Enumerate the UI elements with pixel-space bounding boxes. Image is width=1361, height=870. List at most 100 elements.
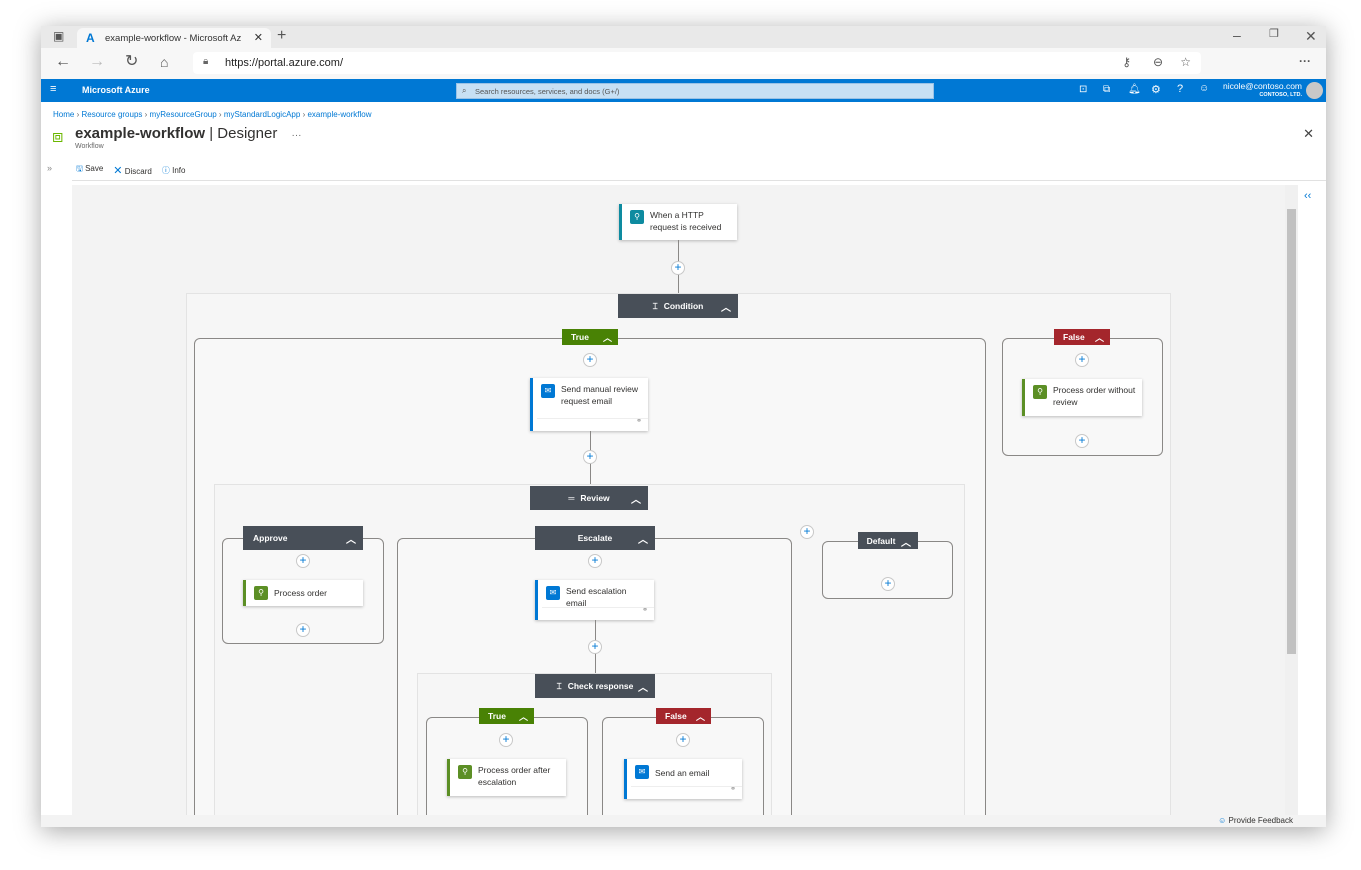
- home-icon[interactable]: ⌂: [160, 54, 169, 70]
- settings-icon[interactable]: ⚙: [1151, 84, 1161, 96]
- approve-title: Approve: [253, 533, 288, 543]
- add-step-button[interactable]: +: [296, 554, 310, 568]
- divider: [72, 180, 1326, 181]
- breadcrumb-resource-group[interactable]: myResourceGroup: [149, 110, 217, 119]
- collapse-icon[interactable]: ︿: [695, 712, 705, 722]
- expand-menu-icon[interactable]: »: [47, 163, 53, 173]
- search-input[interactable]: ⌕ Search resources, services, and docs (…: [456, 83, 934, 99]
- add-step-button[interactable]: +: [499, 733, 513, 747]
- process-order-without-review-card[interactable]: ⚲ Process order without review: [1022, 379, 1142, 416]
- check-response-header[interactable]: ⌶ Check response ︿: [535, 674, 655, 698]
- menu-icon[interactable]: ≡: [50, 83, 57, 95]
- zoom-icon[interactable]: ⊖: [1152, 55, 1163, 69]
- brand[interactable]: Microsoft Azure: [82, 85, 150, 95]
- add-step-button[interactable]: +: [881, 577, 895, 591]
- condition-icon: ⌶: [556, 680, 562, 691]
- check-true-label[interactable]: True ︿: [479, 708, 534, 724]
- add-step-button[interactable]: +: [296, 623, 310, 637]
- breadcrumb-resource-groups[interactable]: Resource groups: [81, 110, 143, 119]
- check-false-label[interactable]: False ︿: [656, 708, 711, 724]
- review-switch-header[interactable]: ═ Review ︿: [530, 486, 648, 510]
- default-title: Default: [866, 535, 896, 546]
- url-field[interactable]: 🔒︎ https://portal.azure.com/ ⚷ ⊖ ☆: [193, 52, 1201, 74]
- avatar[interactable]: [1306, 82, 1323, 99]
- collapse-icon[interactable]: ︿: [1094, 333, 1104, 343]
- collapse-icon[interactable]: ︿: [721, 303, 731, 314]
- breadcrumb-home[interactable]: Home: [53, 110, 75, 119]
- tab-strip: ▣ A example-workflow - Microsoft Az ✕ + …: [41, 26, 1326, 48]
- outlook-icon: ✉: [541, 384, 555, 398]
- close-window-icon[interactable]: ✕: [1305, 28, 1317, 44]
- cloud-shell-icon[interactable]: ⊡: [1079, 84, 1088, 95]
- browser-tab[interactable]: A example-workflow - Microsoft Az ✕: [77, 28, 271, 48]
- directory-icon[interactable]: ⧉: [1103, 84, 1111, 95]
- send-manual-review-card[interactable]: ✉ Send manual review request email ⚭: [530, 378, 648, 431]
- false-label[interactable]: False ︿: [1054, 329, 1110, 345]
- save-button[interactable]: 🖫 Save: [76, 163, 103, 177]
- collapse-icon[interactable]: ︿: [638, 535, 648, 546]
- add-step-button[interactable]: +: [671, 261, 685, 275]
- collapse-panel-icon[interactable]: ‹‹: [1304, 190, 1312, 202]
- key-icon[interactable]: ⚷: [1122, 55, 1131, 69]
- collapse-icon[interactable]: ︿: [901, 538, 911, 549]
- add-step-button[interactable]: +: [583, 450, 597, 464]
- trigger-card[interactable]: ⚲ When a HTTP request is received: [619, 204, 737, 240]
- tab-actions-icon[interactable]: ▣: [53, 29, 65, 43]
- discard-icon: ✕: [113, 164, 123, 177]
- breadcrumb-logic-app[interactable]: myStandardLogicApp: [223, 110, 301, 119]
- close-blade-icon[interactable]: ✕: [1303, 126, 1314, 141]
- refresh-icon[interactable]: ↻: [125, 53, 139, 70]
- azure-header: ≡ Microsoft Azure ⌕ Search resources, se…: [41, 79, 1326, 102]
- more-icon[interactable]: ···: [1299, 54, 1311, 68]
- outlook-icon: ✉: [546, 586, 560, 600]
- add-case-button[interactable]: +: [800, 525, 814, 539]
- true-text: True: [571, 332, 589, 342]
- designer-canvas[interactable]: ⚲ When a HTTP request is received + ⌶ Cond…: [72, 185, 1298, 815]
- info-button[interactable]: ⓘ Info: [162, 165, 186, 176]
- info-label: Info: [172, 165, 186, 175]
- scrollbar-thumb[interactable]: [1287, 209, 1296, 654]
- provide-feedback-link[interactable]: ☺ Provide Feedback: [1218, 816, 1293, 825]
- feedback-icon[interactable]: ☺: [1199, 83, 1210, 94]
- back-icon[interactable]: ←: [55, 53, 71, 70]
- breadcrumb-workflow[interactable]: example-workflow: [307, 110, 372, 119]
- close-icon[interactable]: ✕: [253, 32, 263, 44]
- url-text: https://portal.azure.com/: [225, 57, 343, 69]
- collapse-icon[interactable]: ︿: [602, 333, 612, 343]
- restore-icon[interactable]: ❐: [1269, 28, 1279, 40]
- true-label[interactable]: True ︿: [562, 329, 618, 345]
- collapse-icon[interactable]: ︿: [638, 683, 648, 694]
- more-button[interactable]: ···: [291, 130, 302, 141]
- send-an-email-card[interactable]: ✉ Send an email ⚭: [624, 759, 742, 799]
- escalate-header[interactable]: Escalate ︿: [535, 526, 655, 550]
- default-header[interactable]: Default ︿: [858, 532, 918, 549]
- scrollbar[interactable]: [1285, 185, 1298, 815]
- forward-icon[interactable]: →: [89, 53, 105, 70]
- tab-title: example-workflow - Microsoft Az: [105, 33, 242, 44]
- collapse-icon[interactable]: ︿: [346, 535, 356, 546]
- workflow-icon: ⧈: [52, 126, 64, 146]
- minimize-icon[interactable]: –: [1233, 27, 1241, 43]
- condition-header[interactable]: ⌶ Condition ︿: [618, 294, 738, 318]
- add-step-button[interactable]: +: [676, 733, 690, 747]
- notifications-icon[interactable]: 🔔︎: [1128, 84, 1141, 95]
- user-email[interactable]: nicole@contoso.com: [1222, 81, 1302, 91]
- search-placeholder: Search resources, services, and docs (G+…: [475, 87, 620, 96]
- help-icon[interactable]: ?: [1177, 83, 1184, 95]
- card-title: Send manual review request email: [561, 384, 639, 406]
- new-tab-icon[interactable]: +: [277, 27, 287, 44]
- approve-header[interactable]: Approve ︿: [243, 526, 363, 550]
- collapse-icon[interactable]: ︿: [518, 712, 528, 722]
- send-escalation-email-card[interactable]: ✉ Send escalation email ⚭: [535, 580, 654, 620]
- add-step-button[interactable]: +: [583, 353, 597, 367]
- card-title: Process order without review: [1053, 385, 1136, 407]
- add-step-button[interactable]: +: [588, 640, 602, 654]
- favorites-icon[interactable]: ☆: [1180, 55, 1191, 69]
- process-order-card[interactable]: ⚲ Process order: [243, 580, 363, 606]
- add-step-button[interactable]: +: [588, 554, 602, 568]
- discard-button[interactable]: ✕ Discard: [113, 164, 152, 177]
- collapse-icon[interactable]: ︿: [631, 495, 641, 506]
- add-step-button[interactable]: +: [1075, 353, 1089, 367]
- process-order-after-escalation-card[interactable]: ⚲ Process order after escalation: [447, 759, 566, 796]
- add-step-button[interactable]: +: [1075, 434, 1089, 448]
